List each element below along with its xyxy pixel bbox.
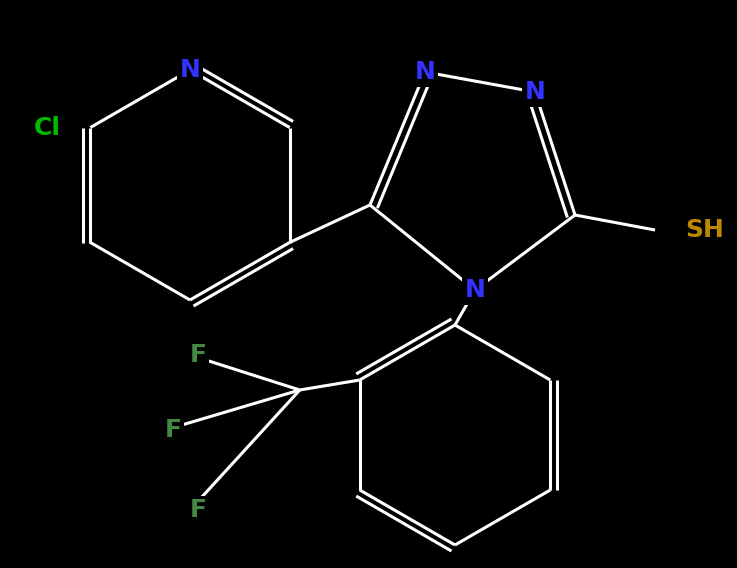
Text: SH: SH: [685, 218, 724, 242]
Text: N: N: [525, 80, 545, 104]
Text: N: N: [414, 60, 436, 84]
Text: Cl: Cl: [33, 115, 60, 140]
Text: N: N: [464, 278, 486, 302]
Text: F: F: [190, 343, 207, 367]
Text: N: N: [180, 58, 200, 82]
Text: F: F: [190, 498, 207, 522]
Text: F: F: [165, 418, 182, 442]
